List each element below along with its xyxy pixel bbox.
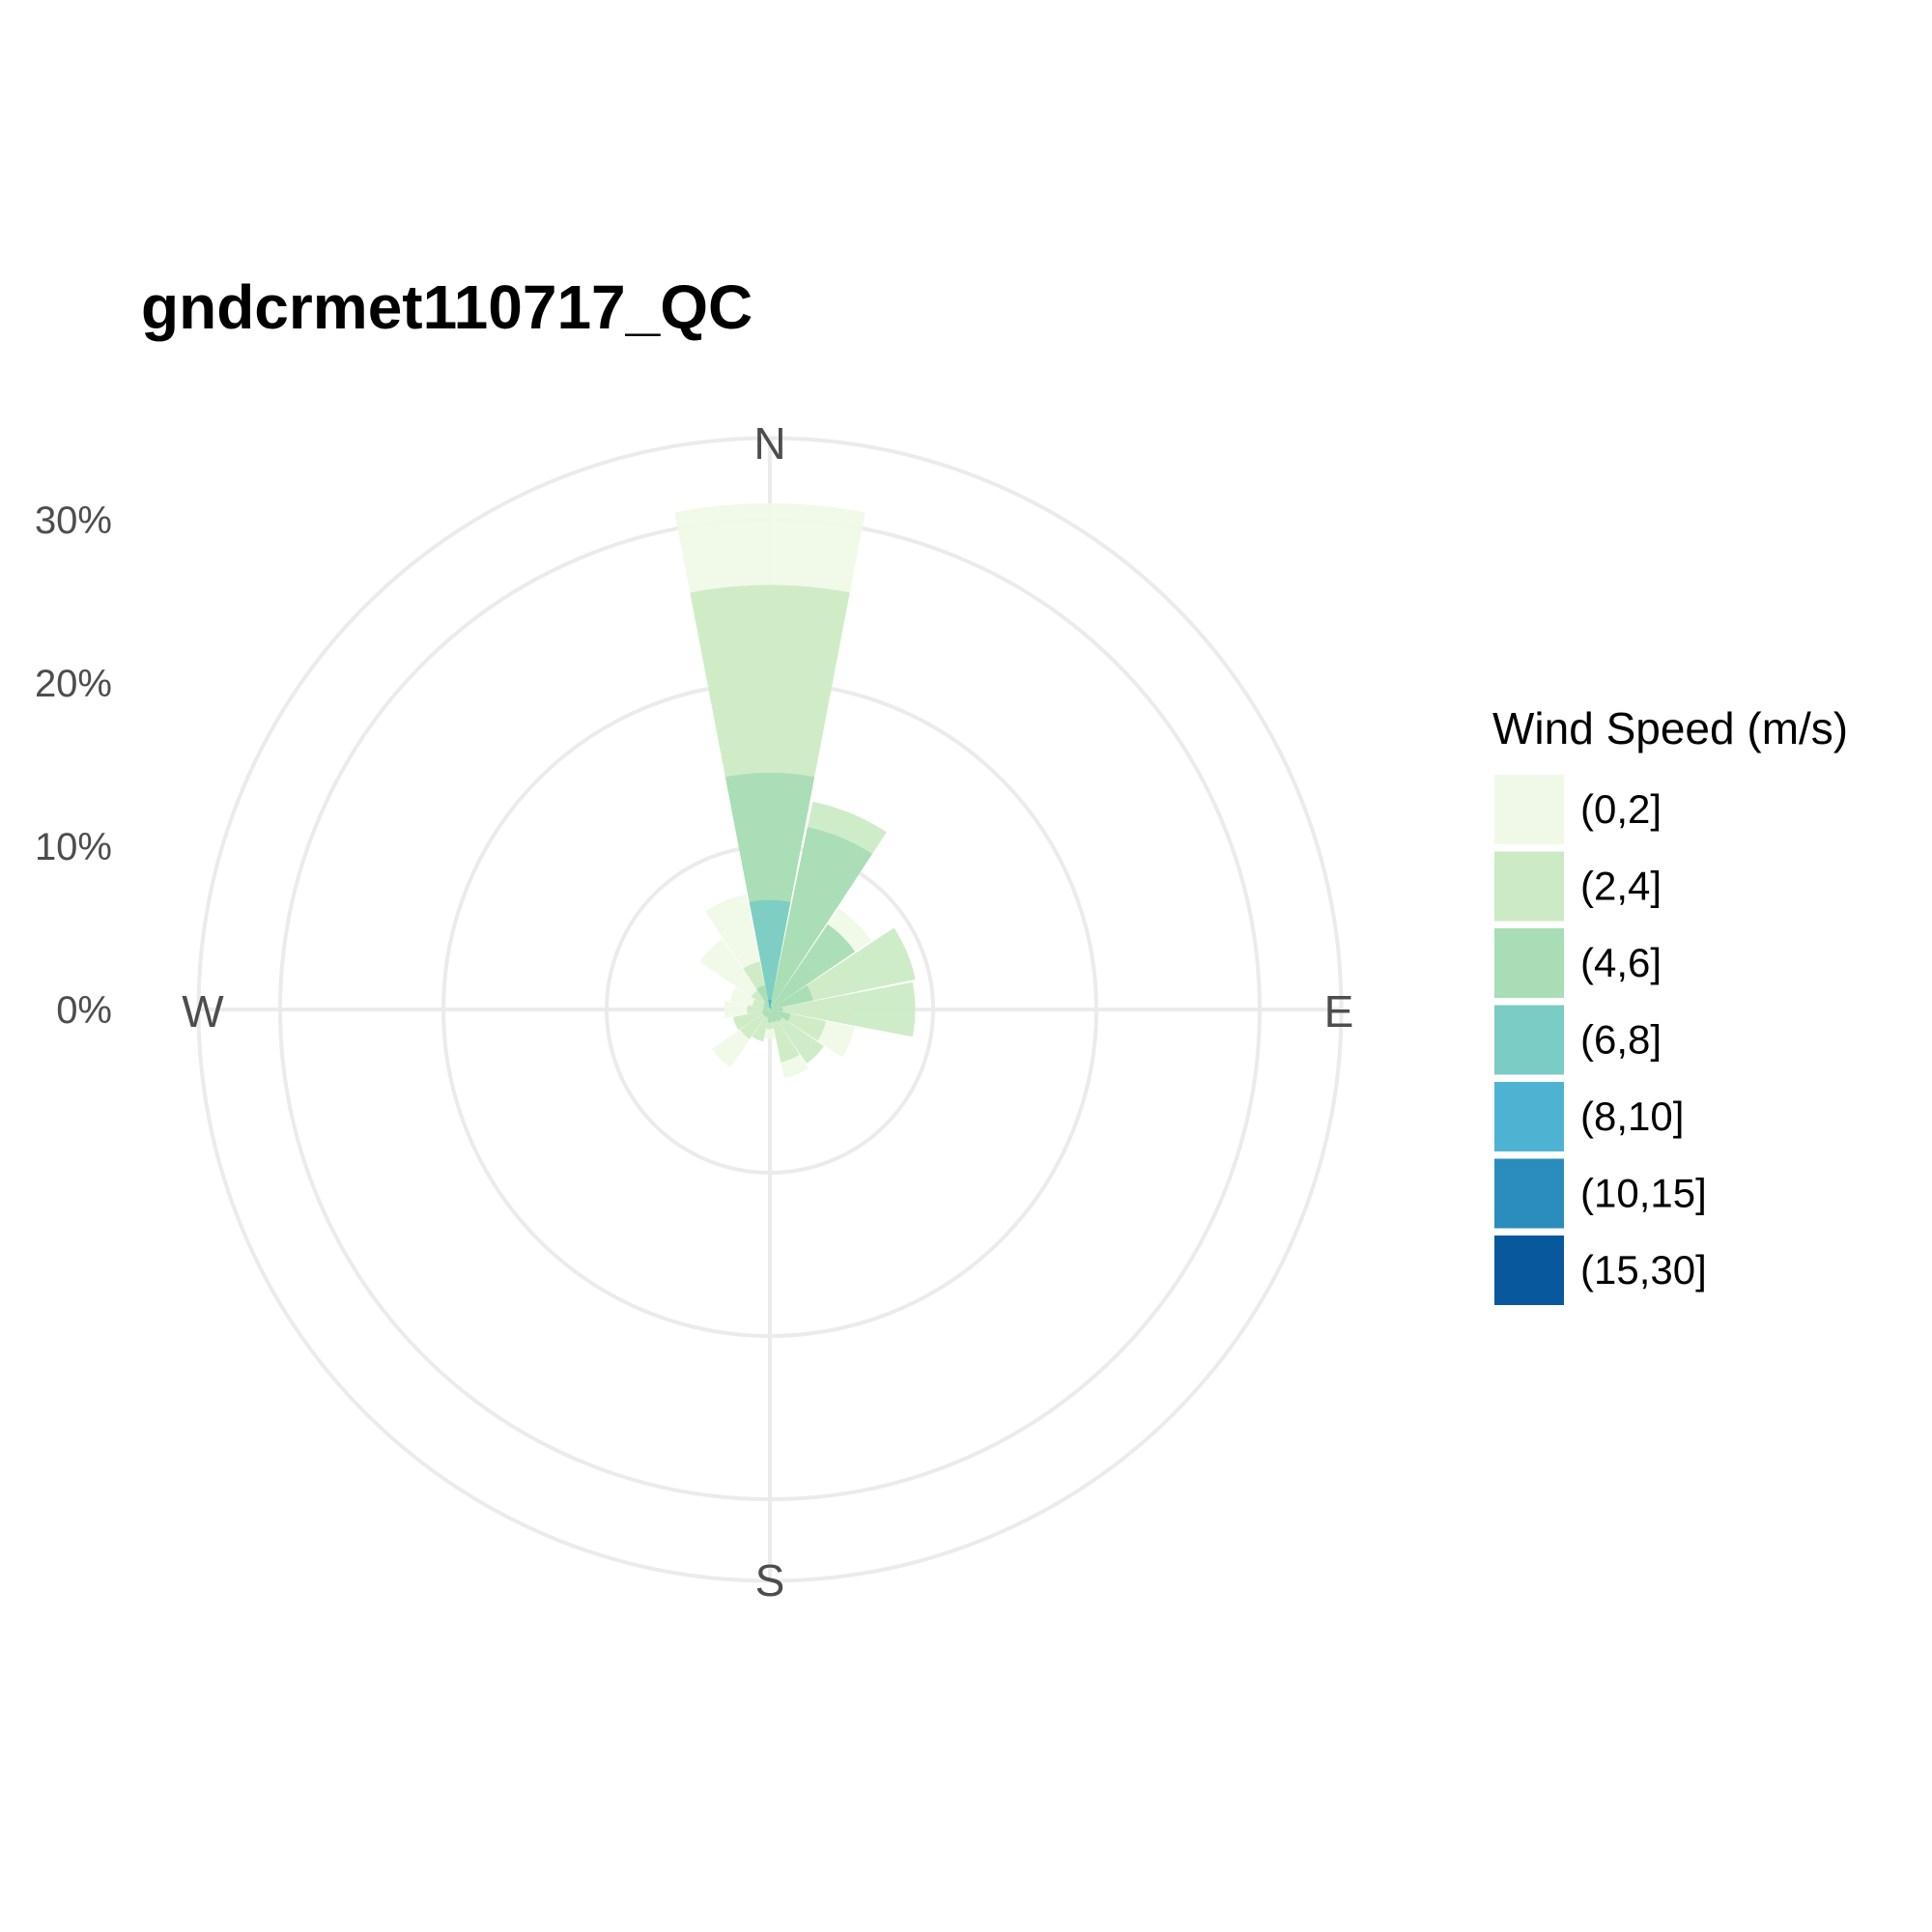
legend-label-0: (0,2] xyxy=(1580,786,1662,832)
legend: Wind Speed (m/s) (0,2] (2,4] (4,6] (6,8] (8,… xyxy=(1492,703,1848,1305)
sector-7-bin-1 xyxy=(770,1009,800,1063)
sector-5-bin-2 xyxy=(770,1009,791,1022)
sector-14-bin-0 xyxy=(699,939,770,1009)
sector-9-bin-1 xyxy=(752,1009,770,1042)
sector-0-bin-5 xyxy=(769,1006,771,1009)
direction-labels: N E S W xyxy=(182,418,1353,1605)
sector-10-bin-3 xyxy=(769,1009,770,1010)
sector-0-bin-4 xyxy=(768,999,772,1009)
sector-12-bin-1 xyxy=(747,1005,770,1014)
legend-title: Wind Speed (m/s) xyxy=(1492,703,1848,753)
sector-2-bin-3 xyxy=(770,1007,773,1009)
sector-13-bin-2 xyxy=(763,1006,770,1009)
sector-4-bin-3 xyxy=(770,1009,772,1010)
sector-4-bin-1 xyxy=(770,981,916,1037)
chart-title: gndcrmet110717_QC xyxy=(141,272,753,342)
legend-swatch-5 xyxy=(1494,1158,1564,1229)
legend-swatch-2 xyxy=(1494,928,1564,998)
legend-label-6: (15,30] xyxy=(1580,1247,1707,1293)
radial-tick-label-2: 20% xyxy=(35,663,112,705)
sector-3-bin-2 xyxy=(770,984,813,1009)
sector-6-bin-1 xyxy=(770,1009,824,1064)
sector-15-bin-2 xyxy=(756,985,770,1009)
sector-12-bin-2 xyxy=(763,1008,770,1011)
legend-label-1: (2,4] xyxy=(1580,864,1662,909)
direction-label-e: E xyxy=(1324,986,1354,1037)
sector-6-bin-2 xyxy=(770,1009,782,1022)
sector-9-bin-2 xyxy=(765,1009,770,1018)
legend-swatch-1 xyxy=(1494,851,1564,922)
radial-tick-label-1: 10% xyxy=(35,826,112,868)
sector-10-bin-2 xyxy=(763,1009,770,1016)
direction-label-n: N xyxy=(753,418,785,469)
radial-tick-label-0: 0% xyxy=(56,989,112,1032)
sector-14-bin-2 xyxy=(763,1003,770,1009)
legend-label-5: (10,15] xyxy=(1580,1171,1707,1216)
radial-tick-labels: 0% 10% 20% 30% xyxy=(35,499,112,1032)
sector-11-bin-1 xyxy=(732,1009,770,1031)
sector-1-bin-4 xyxy=(770,1008,771,1009)
legend-swatch-0 xyxy=(1494,775,1564,844)
legend-label-4: (8,10] xyxy=(1580,1094,1684,1139)
legend-label-3: (6,8] xyxy=(1580,1017,1662,1063)
sector-11-bin-2 xyxy=(761,1009,770,1014)
sector-7-bin-2 xyxy=(770,1009,778,1023)
legend-swatch-3 xyxy=(1494,1005,1564,1075)
direction-label-w: W xyxy=(182,986,224,1037)
radial-tick-label-3: 30% xyxy=(35,499,112,542)
sector-0-bin-3 xyxy=(749,899,791,1009)
sector-0-bin-2 xyxy=(724,772,815,1009)
sector-10-bin-1 xyxy=(740,1009,770,1039)
sector-6-bin-3 xyxy=(770,1009,771,1010)
legend-label-2: (4,6] xyxy=(1580,940,1662,985)
direction-label-s: S xyxy=(755,1555,785,1605)
sector-2-bin-2 xyxy=(770,923,856,1009)
legend-swatch-6 xyxy=(1494,1236,1564,1305)
sector-8-bin-2 xyxy=(767,1009,773,1023)
legend-swatch-4 xyxy=(1494,1082,1564,1151)
sector-1-bin-2 xyxy=(770,827,872,1009)
sector-4-bin-2 xyxy=(770,1007,783,1012)
wind-sectors xyxy=(674,503,916,1079)
